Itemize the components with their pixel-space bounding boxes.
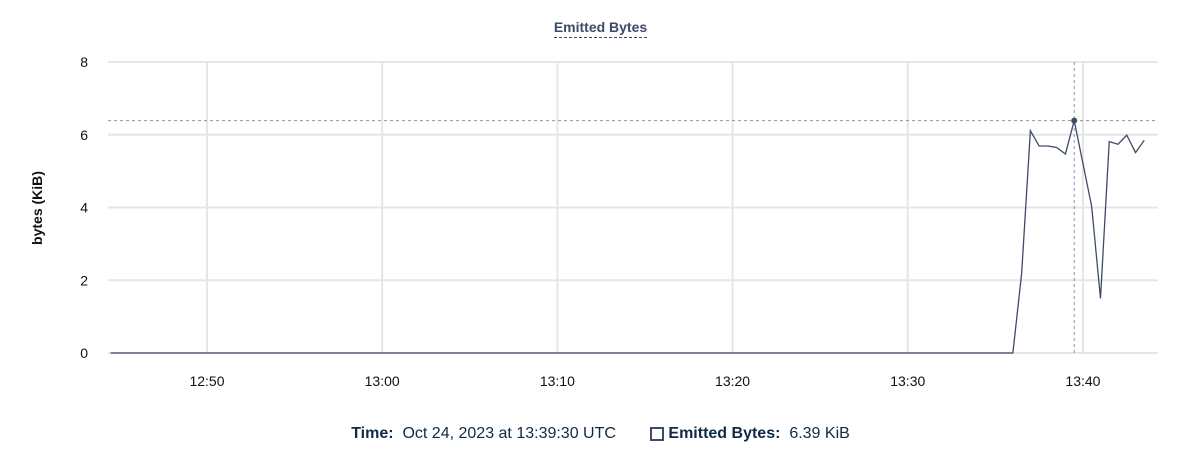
hover-point: [1071, 117, 1078, 124]
y-tick-label: 4: [80, 200, 88, 216]
chart-title[interactable]: Emitted Bytes: [0, 19, 1201, 38]
series-label: Emitted Bytes:: [668, 425, 781, 442]
series-line: [110, 120, 1145, 354]
y-tick-label: 2: [80, 272, 88, 288]
series-checkbox[interactable]: [650, 427, 665, 441]
time-value: Oct 24, 2023 at 13:39:30 UTC: [402, 425, 616, 442]
series-value: 6.39 KiB: [789, 425, 850, 442]
legend: Time: Oct 24, 2023 at 13:39:30 UTC Emitt…: [0, 425, 1201, 443]
x-tick-label: 13:00: [365, 373, 400, 389]
y-tick-label: 0: [80, 345, 88, 361]
x-tick-label: 13:30: [890, 373, 925, 389]
x-tick-label: 13:20: [715, 373, 750, 389]
y-axis-label: bytes (KiB): [29, 171, 45, 245]
x-tick-label: 13:40: [1065, 373, 1100, 389]
time-label: Time:: [351, 425, 394, 442]
y-tick-label: 8: [80, 54, 88, 70]
x-tick-label: 13:10: [540, 373, 575, 389]
y-tick-label: 6: [80, 127, 88, 143]
x-tick-label: 12:50: [189, 373, 224, 389]
